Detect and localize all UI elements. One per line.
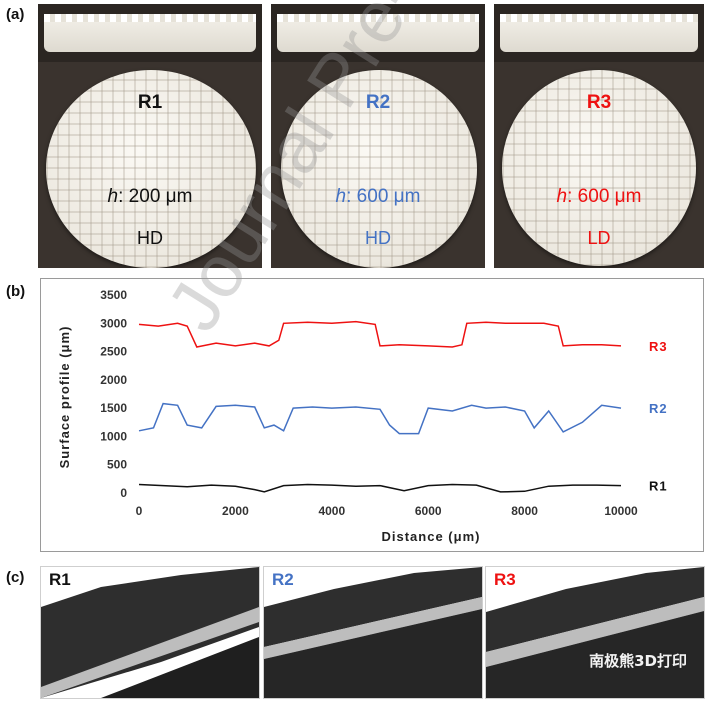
panel-c-label: (c) bbox=[6, 569, 25, 586]
sample-height: h: 200 μm bbox=[107, 186, 193, 207]
series-label-r1: R1 bbox=[649, 479, 668, 494]
series-label-r3: R3 bbox=[649, 339, 668, 354]
sample-disc bbox=[502, 70, 696, 266]
sample-photo-r3: R3 h: 600 μm LD bbox=[494, 4, 704, 268]
x-tick-label: 0 bbox=[136, 504, 143, 518]
y-tick-label: 3500 bbox=[100, 288, 127, 302]
sample-name: R2 bbox=[365, 92, 391, 113]
surface-render-graphic bbox=[486, 567, 704, 698]
sample-height: h: 600 μm bbox=[556, 186, 642, 207]
surface-render-r2: R2 bbox=[263, 566, 483, 699]
series-line-r3 bbox=[138, 320, 622, 348]
y-tick-label: 2000 bbox=[100, 373, 127, 387]
y-tick-label: 2500 bbox=[100, 345, 127, 359]
surface-render-r3: R3 bbox=[485, 566, 705, 699]
y-tick-label: 500 bbox=[107, 458, 127, 472]
x-tick-label: 4000 bbox=[318, 504, 345, 518]
series-line-r2 bbox=[138, 402, 622, 435]
y-tick-label: 1000 bbox=[100, 429, 127, 443]
render-label: R1 bbox=[49, 570, 71, 589]
profile-chart-frame: 0 500 1000 1500 2000 2500 3000 3500 0 2000 4000 60… bbox=[40, 278, 704, 552]
profile-chart: 0 500 1000 1500 2000 2500 3000 3500 0 2000 4000 60… bbox=[57, 288, 668, 544]
sample-disc bbox=[46, 70, 256, 268]
y-axis-title: Surface profile (μm) bbox=[57, 326, 72, 469]
sample-photo-r2: R2 h: 600 μm HD bbox=[271, 4, 485, 268]
panel-b-label: (b) bbox=[6, 283, 26, 300]
x-tick-label: 10000 bbox=[604, 504, 638, 518]
x-tick-label: 8000 bbox=[511, 504, 538, 518]
series-line-r1 bbox=[138, 483, 622, 493]
surface-render-graphic bbox=[41, 567, 259, 698]
render-label: R3 bbox=[494, 570, 516, 589]
sample-name: R1 bbox=[137, 92, 163, 113]
sample-density: HD bbox=[365, 228, 391, 248]
surface-render-graphic bbox=[264, 567, 482, 698]
series-label-r2: R2 bbox=[649, 401, 668, 416]
sample-height: h: 600 μm bbox=[335, 186, 421, 207]
sample-photo-r1: R1 h: 200 μm HD bbox=[38, 4, 262, 268]
credit-text: 南极熊3D打印 bbox=[589, 652, 687, 670]
sample-side-view bbox=[38, 4, 262, 62]
x-axis-title: Distance (μm) bbox=[382, 529, 481, 544]
surface-render-r1: R1 bbox=[40, 566, 260, 699]
y-tick-label: 3000 bbox=[100, 316, 127, 330]
sample-side-view bbox=[271, 4, 485, 62]
sample-density: LD bbox=[587, 228, 611, 248]
panel-a-label: (a) bbox=[6, 6, 25, 23]
render-label: R2 bbox=[272, 570, 294, 589]
sample-name: R3 bbox=[586, 92, 612, 113]
sample-disc bbox=[281, 70, 477, 268]
x-tick-label: 6000 bbox=[415, 504, 442, 518]
x-tick-label: 2000 bbox=[222, 504, 249, 518]
y-tick-label: 0 bbox=[120, 486, 127, 500]
sample-density: HD bbox=[137, 228, 163, 248]
y-tick-label: 1500 bbox=[100, 401, 127, 415]
sample-side-view bbox=[494, 4, 704, 62]
